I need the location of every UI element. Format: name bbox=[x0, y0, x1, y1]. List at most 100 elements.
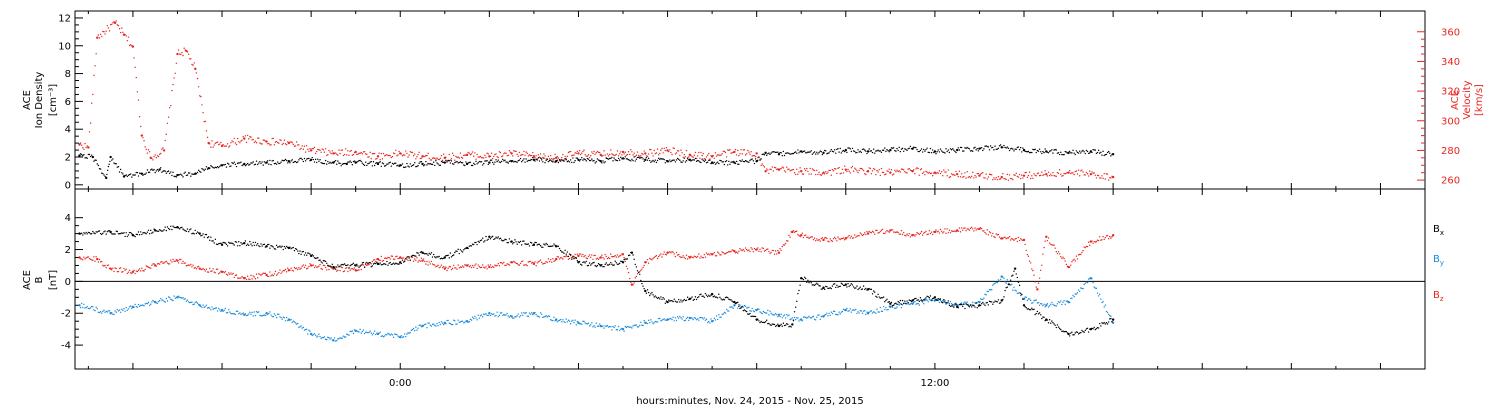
by-dot bbox=[147, 301, 150, 304]
by-dot bbox=[1103, 306, 1105, 308]
by-dot bbox=[715, 315, 718, 317]
ion-density-dot bbox=[412, 164, 415, 166]
by-dot bbox=[446, 319, 448, 322]
ion-density-dot bbox=[681, 161, 683, 164]
ion-density-dot bbox=[561, 159, 563, 161]
ion-density-dot bbox=[690, 160, 692, 162]
bz-dot bbox=[829, 238, 831, 240]
velocity-dot bbox=[126, 39, 129, 42]
ion-density-dot bbox=[885, 150, 887, 153]
bx-dot bbox=[469, 245, 472, 247]
ion-density-dot bbox=[1017, 146, 1020, 148]
bx-dot bbox=[1082, 330, 1084, 333]
by-dot bbox=[787, 315, 789, 317]
by-dot bbox=[788, 314, 790, 316]
velocity-dot bbox=[93, 74, 95, 77]
velocity-dot bbox=[429, 159, 432, 161]
velocity-dot bbox=[672, 147, 674, 149]
ion-density-dot bbox=[1063, 153, 1065, 156]
by-dot bbox=[1046, 303, 1049, 305]
by-dot bbox=[917, 302, 919, 305]
bx-dot bbox=[338, 266, 340, 268]
bz-dot bbox=[972, 228, 974, 230]
by-dot bbox=[1031, 302, 1033, 304]
ion-density-dot bbox=[702, 159, 704, 161]
by-dot bbox=[797, 317, 799, 319]
velocity-dot bbox=[344, 148, 347, 150]
velocity-dot bbox=[784, 171, 787, 173]
velocity-dot bbox=[1100, 177, 1102, 179]
velocity-dot bbox=[205, 130, 208, 132]
bx-dot bbox=[479, 239, 482, 242]
ion-density-point bbox=[376, 162, 380, 166]
top-left-ylabel: ACE bbox=[22, 90, 33, 110]
ion-density-dot bbox=[98, 168, 101, 170]
by-dot bbox=[323, 336, 326, 338]
ion-density-dot bbox=[848, 147, 850, 149]
ion-density-dot bbox=[283, 159, 286, 162]
bz-dot bbox=[762, 247, 765, 250]
bx-dot bbox=[833, 283, 836, 285]
bx-dot bbox=[954, 303, 956, 305]
velocity-dot bbox=[993, 177, 995, 179]
by-dot bbox=[454, 320, 456, 322]
ion-density-dot bbox=[603, 162, 605, 164]
bz-dot bbox=[1077, 254, 1080, 256]
ion-density-dot bbox=[860, 151, 863, 154]
ion-density-dot bbox=[520, 160, 523, 163]
bz-dot bbox=[904, 234, 906, 237]
bz-dot bbox=[1081, 251, 1083, 254]
bz-dot bbox=[518, 264, 521, 266]
velocity-dot bbox=[1008, 174, 1011, 176]
velocity-dot bbox=[574, 152, 576, 154]
bz-dot bbox=[773, 253, 776, 255]
velocity-dot bbox=[206, 136, 209, 139]
bx-dot bbox=[545, 242, 547, 245]
velocity-dot bbox=[1084, 174, 1086, 176]
bx-dot bbox=[794, 306, 797, 308]
ion-density-dot bbox=[591, 158, 593, 160]
bx-dot bbox=[272, 246, 274, 248]
by-dot bbox=[771, 313, 773, 316]
by-dot bbox=[362, 329, 365, 331]
bz-dot bbox=[706, 253, 709, 256]
bz-dot bbox=[174, 260, 176, 262]
bz-point bbox=[488, 265, 491, 269]
bz-dot bbox=[872, 231, 875, 233]
by-dot bbox=[370, 332, 372, 334]
ion-density-dot bbox=[875, 150, 877, 152]
velocity-dot bbox=[804, 169, 807, 172]
velocity-dot bbox=[837, 167, 839, 170]
bz-dot bbox=[468, 266, 471, 268]
bz-dot bbox=[1002, 238, 1004, 240]
ion-density-dot bbox=[185, 174, 188, 177]
by-dot bbox=[811, 316, 814, 318]
bx-dot bbox=[958, 303, 961, 306]
velocity-dot bbox=[737, 149, 739, 152]
velocity-dot bbox=[596, 150, 599, 153]
bz-dot bbox=[263, 272, 266, 275]
bx-dot bbox=[914, 297, 916, 300]
bz-dot bbox=[578, 253, 581, 255]
ion-density-dot bbox=[699, 161, 701, 163]
ion-density-dot bbox=[887, 150, 889, 152]
ion-density-dot bbox=[614, 159, 616, 161]
velocity-point bbox=[866, 170, 870, 173]
bz-dot bbox=[529, 260, 532, 263]
ion-density-dot bbox=[585, 160, 587, 162]
bx-dot bbox=[860, 288, 863, 291]
bz-dot bbox=[917, 232, 919, 235]
bx-dot bbox=[507, 241, 509, 244]
ion-density-dot bbox=[154, 171, 156, 174]
bx-dot bbox=[486, 239, 488, 241]
bx-dot bbox=[425, 252, 427, 255]
bz-dot bbox=[675, 251, 678, 254]
velocity-point bbox=[1000, 175, 1003, 179]
bx-dot bbox=[624, 258, 626, 260]
bz-dot bbox=[205, 268, 208, 270]
ion-density-dot bbox=[955, 151, 957, 154]
velocity-dot bbox=[122, 31, 124, 33]
velocity-point bbox=[621, 150, 625, 154]
bx-dot bbox=[857, 288, 859, 291]
ion-density-dot bbox=[877, 149, 879, 151]
